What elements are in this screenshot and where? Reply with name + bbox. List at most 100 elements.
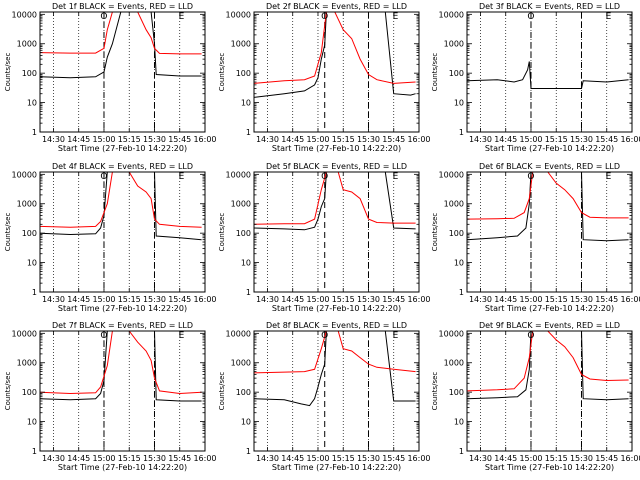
x-tick-label: 14:30 <box>42 454 65 463</box>
chart-panel-4: 1 10 100 1000 10000 14:30 14:45 15:00 15:15 15:30… <box>4 162 217 313</box>
chart-title: Det 6f BLACK = Events, RED = LLD <box>479 162 620 171</box>
series-line-red <box>254 12 416 84</box>
y-tick-label: 1 <box>32 288 37 297</box>
y-axis-label: Counts/sec <box>218 213 226 252</box>
series-group <box>40 331 202 402</box>
series-group <box>467 61 629 89</box>
x-tick-label: 15:00 <box>306 295 329 304</box>
y-tick-label: 10000 <box>226 10 251 19</box>
y-tick-label: 10 <box>27 259 37 268</box>
y-tick-label: 100 <box>449 388 464 397</box>
y-tick-label: 10000 <box>12 170 37 179</box>
marker-label-e: E <box>393 12 399 22</box>
x-tick-label: 14:45 <box>281 295 304 304</box>
chart-title: Det 4f BLACK = Events, RED = LLD <box>52 162 193 171</box>
marker-label-o: O <box>321 172 328 182</box>
x-tick-label: 14:30 <box>42 295 65 304</box>
chart-panel-8: 1 10 100 1000 10000 14:30 14:45 15:00 15:15 15:30… <box>218 321 431 472</box>
y-tick-label: 100 <box>22 229 37 238</box>
chart-panel-2: 1 10 100 1000 10000 14:30 14:45 15:00 15:15 15:30… <box>218 2 431 153</box>
marker-label-o: O <box>100 331 107 341</box>
y-tick-label: 10000 <box>12 10 37 19</box>
chart-title: Det 3f BLACK = Events, RED = LLD <box>479 2 620 11</box>
x-tick-label: 14:30 <box>469 454 492 463</box>
x-tick-label: 15:30 <box>357 295 380 304</box>
y-tick-label: 1 <box>246 288 251 297</box>
y-axis-label: Counts/sec <box>431 213 439 252</box>
x-tick-label: 15:15 <box>118 295 141 304</box>
x-tick-label: 16:00 <box>193 454 216 463</box>
y-tick-label: 100 <box>22 69 37 78</box>
x-tick-label: 15:30 <box>143 454 166 463</box>
x-axis-label: Start Time (27-Feb-10 14:22:20) <box>58 144 187 153</box>
y-tick-label: 100 <box>22 388 37 397</box>
chart-panel-6: 1 10 100 1000 10000 14:30 14:45 15:00 15:15 15:30… <box>431 162 640 313</box>
x-tick-label: 16:00 <box>620 454 640 463</box>
x-axis-label: Start Time (27-Feb-10 14:22:20) <box>58 304 187 313</box>
series-group <box>40 12 202 79</box>
x-tick-label: 16:00 <box>407 295 430 304</box>
chart-panel-3: 1 10 100 1000 10000 14:30 14:45 15:00 15:15 15:30… <box>431 2 640 153</box>
series-line-black <box>254 331 416 407</box>
marker-label-o: O <box>100 12 107 22</box>
series-line-black <box>254 172 416 231</box>
y-axis-label: Counts/sec <box>431 372 439 411</box>
y-tick-label: 10 <box>241 259 251 268</box>
x-tick-label: 15:00 <box>519 135 542 144</box>
series-line-black <box>40 331 202 402</box>
x-tick-label: 15:00 <box>306 454 329 463</box>
x-tick-label: 14:45 <box>281 135 304 144</box>
y-axis-label: Counts/sec <box>431 53 439 92</box>
plot-frame <box>39 11 206 133</box>
y-tick-label: 1 <box>459 128 464 137</box>
x-tick-label: 15:30 <box>143 295 166 304</box>
chart-panel-1: 1 10 100 1000 10000 14:30 14:45 15:00 15:15 15:30… <box>4 2 217 153</box>
series-line-red <box>467 172 629 220</box>
x-tick-label: 14:30 <box>42 135 65 144</box>
marker-label-e: E <box>179 172 185 182</box>
x-tick-label: 15:30 <box>357 135 380 144</box>
series-group <box>467 331 629 401</box>
y-tick-label: 10 <box>241 418 251 427</box>
y-tick-label: 1 <box>32 447 37 456</box>
y-tick-label: 1000 <box>444 40 464 49</box>
y-tick-label: 10 <box>454 418 464 427</box>
x-tick-label: 15:45 <box>595 454 618 463</box>
series-line-black <box>467 61 629 89</box>
y-tick-label: 100 <box>449 69 464 78</box>
x-tick-label: 15:45 <box>595 135 618 144</box>
x-tick-label: 14:30 <box>256 454 279 463</box>
chart-title: Det 9f BLACK = Events, RED = LLD <box>479 321 620 330</box>
chart-panel-5: 1 10 100 1000 10000 14:30 14:45 15:00 15:15 15:30… <box>218 162 431 313</box>
x-tick-label: 14:45 <box>494 295 517 304</box>
marker-label-e: E <box>179 12 185 22</box>
x-tick-label: 15:45 <box>168 135 191 144</box>
x-tick-label: 15:00 <box>519 454 542 463</box>
marker-label-o: O <box>321 12 328 22</box>
x-tick-label: 15:00 <box>306 135 329 144</box>
x-tick-label: 15:15 <box>118 135 141 144</box>
series-line-red <box>254 331 416 374</box>
series-group <box>254 172 416 231</box>
x-tick-label: 15:30 <box>570 135 593 144</box>
x-axis-label: Start Time (27-Feb-10 14:22:20) <box>58 463 187 472</box>
x-axis-label: Start Time (27-Feb-10 14:22:20) <box>485 463 614 472</box>
x-tick-label: 16:00 <box>193 135 216 144</box>
series-line-black <box>467 331 629 401</box>
x-tick-label: 15:45 <box>382 135 405 144</box>
chart-title: Det 2f BLACK = Events, RED = LLD <box>266 2 407 11</box>
x-tick-label: 15:45 <box>382 295 405 304</box>
marker-label-e: E <box>393 172 399 182</box>
chart-title: Det 7f BLACK = Events, RED = LLD <box>52 321 193 330</box>
y-tick-label: 10000 <box>226 170 251 179</box>
plot-frame <box>39 330 206 452</box>
series-line-red <box>254 172 416 225</box>
y-tick-label: 10 <box>454 259 464 268</box>
x-tick-label: 14:30 <box>256 295 279 304</box>
x-tick-label: 15:00 <box>92 295 115 304</box>
x-tick-label: 15:00 <box>92 454 115 463</box>
x-tick-label: 15:15 <box>118 454 141 463</box>
y-tick-label: 1000 <box>17 359 37 368</box>
y-tick-label: 1000 <box>444 200 464 209</box>
plot-frame <box>253 11 420 133</box>
